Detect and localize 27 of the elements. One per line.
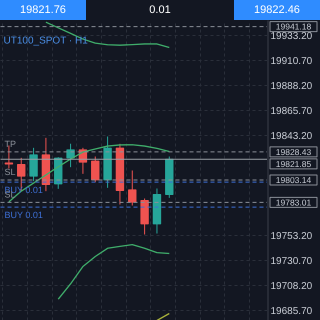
y-tick-label: 19865.70 bbox=[270, 106, 313, 117]
y-tick-label: 19888.20 bbox=[270, 81, 313, 92]
annotation: BUY 0.01 bbox=[4, 210, 43, 220]
text: 19822.46 bbox=[234, 0, 320, 20]
y-tick-label: 19843.20 bbox=[270, 131, 313, 142]
ref-line-label: 19783.01 bbox=[276, 197, 312, 208]
candlestick bbox=[4, 145, 14, 169]
ref-line-label: 19941.18 bbox=[276, 22, 312, 32]
line-series bbox=[58, 244, 170, 300]
ref-line-label: 19821.85 bbox=[276, 158, 312, 169]
y-tick-label: 19753.20 bbox=[270, 231, 313, 242]
annotation: SL bbox=[4, 167, 16, 178]
text: 19821.76 bbox=[0, 0, 86, 20]
candlestick bbox=[140, 198, 149, 235]
ref-line-label: 19828.43 bbox=[276, 146, 312, 157]
annotation: TP bbox=[4, 138, 16, 149]
candlestick bbox=[29, 147, 38, 182]
text: 0.01 bbox=[86, 0, 234, 20]
y-tick-label: 19708.20 bbox=[270, 281, 313, 292]
y-tick-label: 19910.70 bbox=[270, 56, 313, 67]
y-tick-label: 19933.20 bbox=[270, 31, 313, 42]
candlestick bbox=[91, 156, 100, 183]
y-tick-label: 19685.70 bbox=[270, 306, 313, 317]
y-tick-label: 19730.70 bbox=[270, 256, 313, 267]
candlestick bbox=[128, 170, 136, 206]
text: UT100_SPOT · H1 bbox=[4, 36, 88, 46]
ref-line-label: 19803.14 bbox=[276, 175, 312, 186]
